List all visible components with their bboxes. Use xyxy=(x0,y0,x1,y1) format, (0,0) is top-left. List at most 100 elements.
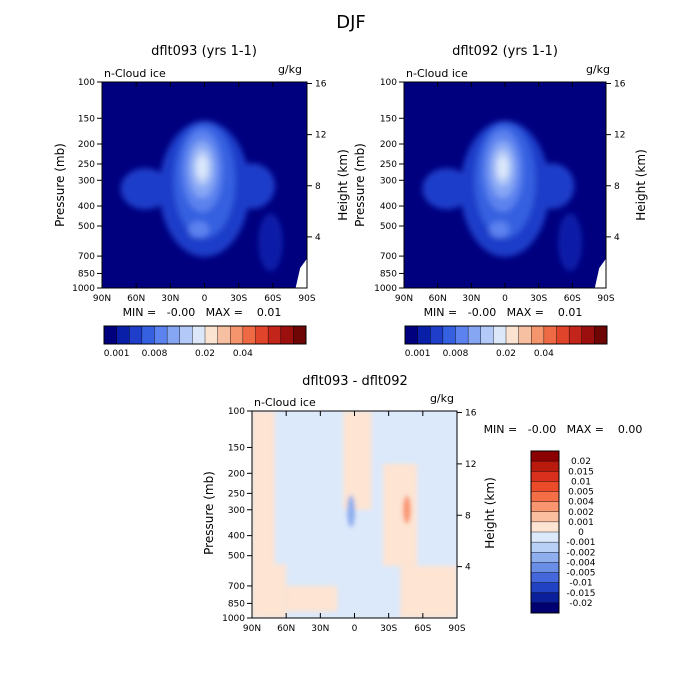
y-tick-label: 500 xyxy=(78,222,95,232)
x-tick-label: 60S xyxy=(414,624,431,634)
colorbar-swatch xyxy=(192,325,206,345)
x-tick-label: 30N xyxy=(161,294,179,304)
colorbar-label: 0.002 xyxy=(568,508,594,518)
colorbar-swatch xyxy=(594,325,608,345)
panel-3-title: dflt093 - dflt092 xyxy=(302,374,408,389)
colorbar-frame xyxy=(103,325,307,345)
y-tick-label: 200 xyxy=(78,140,95,150)
colorbar-swatch xyxy=(530,471,560,482)
colorbar-swatch xyxy=(581,325,595,345)
y-tick-label: 1000 xyxy=(72,284,95,294)
colorbar-swatch xyxy=(179,325,193,345)
field-contours xyxy=(120,120,283,272)
contour-level-1-sh-low xyxy=(557,213,583,272)
panel-3: 90N 60N 30N 0 30S 60S 90S 100 150 200 250 300 400 500… xyxy=(222,407,596,634)
colorbar-label: -0.015 xyxy=(566,589,595,599)
colorbar-swatch xyxy=(442,325,457,345)
panel-1-y2label: Height (km) xyxy=(336,149,350,220)
colorbar-swatch xyxy=(267,325,282,345)
y-tick-label: 400 xyxy=(228,532,245,542)
colorbar-swatch xyxy=(480,325,494,345)
y-tick-label: 500 xyxy=(380,222,397,232)
panel-2-title: dflt092 (yrs 1-1) xyxy=(452,44,558,59)
colorbar-frame xyxy=(404,325,608,345)
field-contours xyxy=(422,120,583,272)
colorbar-label: 0.001 xyxy=(104,349,130,359)
panel-1-variable: n-Cloud ice xyxy=(104,67,166,80)
colorbar-label: -0.005 xyxy=(566,569,595,579)
colorbar-label: 0.02 xyxy=(571,457,591,467)
colorbar: 0.020.0150.010.0050.0040.0020.0010-0.001… xyxy=(530,450,596,614)
y-tick-label: 250 xyxy=(78,160,95,170)
y-tick-label: 150 xyxy=(380,114,397,124)
colorbar-swatch xyxy=(531,325,545,345)
colorbar-label: 0.015 xyxy=(568,467,594,477)
colorbar-label: -0.002 xyxy=(566,548,595,558)
y-tick-label: 300 xyxy=(228,506,245,516)
contour-low-cloud xyxy=(489,221,510,238)
colorbar-swatch xyxy=(404,325,419,345)
panel-3-y2label: Height (km) xyxy=(483,477,497,548)
colorbar: 0.001 0.008 0.02 0.04 xyxy=(404,325,608,359)
colorbar-swatch xyxy=(293,325,307,345)
colorbar-swatch xyxy=(204,325,219,345)
x-tick-label: 30S xyxy=(530,294,547,304)
page-title: DJF xyxy=(336,12,366,33)
panel-3-units: g/kg xyxy=(430,392,454,405)
colorbar-swatch xyxy=(568,325,583,345)
positive-region-tropics-low xyxy=(286,585,338,612)
y2-tick-label: 16 xyxy=(465,409,477,419)
panel-2-stats: MIN = -0.00 MAX = 0.01 xyxy=(424,306,583,319)
positive-region-upper xyxy=(343,411,372,510)
colorbar-label: 0.02 xyxy=(496,349,516,359)
colorbar-swatch xyxy=(530,592,560,604)
colorbar-swatch xyxy=(141,325,156,345)
colorbar-swatch xyxy=(154,325,168,345)
x-tick-label: 90N xyxy=(395,294,413,304)
colorbar-label: 0.04 xyxy=(233,349,253,359)
y-tick-label: 400 xyxy=(380,202,397,212)
colorbar-swatch xyxy=(230,325,244,345)
colorbar-swatch xyxy=(530,572,560,584)
contour-level-1-nh xyxy=(422,168,471,210)
colorbar-swatch xyxy=(116,325,130,345)
y2-tick-label: 4 xyxy=(465,563,471,573)
y-tick-label: 250 xyxy=(228,489,245,499)
colorbar-swatch xyxy=(103,325,118,345)
colorbar-label: -0.02 xyxy=(569,599,592,609)
contour-level-1-sh xyxy=(529,163,575,209)
colorbar-label: -0.001 xyxy=(566,538,595,548)
y-tick-label: 200 xyxy=(228,469,245,479)
missing-data xyxy=(594,258,606,288)
plot-area xyxy=(404,82,606,288)
y-tick-label: 700 xyxy=(380,252,397,262)
colorbar-swatch xyxy=(280,325,294,345)
plot-area xyxy=(102,82,307,288)
colorbar-label: 0.004 xyxy=(568,498,594,508)
y2-tick-label: 12 xyxy=(614,131,625,141)
colorbar-swatch xyxy=(217,325,231,345)
x-tick-label: 60S xyxy=(264,294,281,304)
colorbar-swatch xyxy=(530,460,560,472)
positive-anomaly xyxy=(402,495,411,524)
x-tick-label: 60N xyxy=(127,294,145,304)
colorbar-swatch xyxy=(455,325,469,345)
panel-2-y2label: Height (km) xyxy=(634,149,648,220)
colorbar-swatch xyxy=(530,582,560,594)
colorbar-label: 0.02 xyxy=(195,349,215,359)
colorbar-label: 0.04 xyxy=(534,349,554,359)
y-tick-label: 1000 xyxy=(222,614,245,624)
contour-low-cloud xyxy=(188,221,210,238)
y-tick-label: 300 xyxy=(380,176,397,186)
contour-level-1-sh xyxy=(229,163,275,209)
contour-level-1-nh xyxy=(120,168,170,210)
colorbar: 0.001 0.008 0.02 0.04 xyxy=(103,325,307,359)
x-tick-label: 30N xyxy=(462,294,480,304)
y-tick-label: 850 xyxy=(78,269,95,279)
colorbar-swatch xyxy=(530,450,560,462)
colorbar-swatch xyxy=(530,521,560,533)
y-tick-label: 100 xyxy=(228,407,245,417)
colorbar-label: -0.01 xyxy=(569,579,592,589)
x-tick-label: 90N xyxy=(243,624,261,634)
